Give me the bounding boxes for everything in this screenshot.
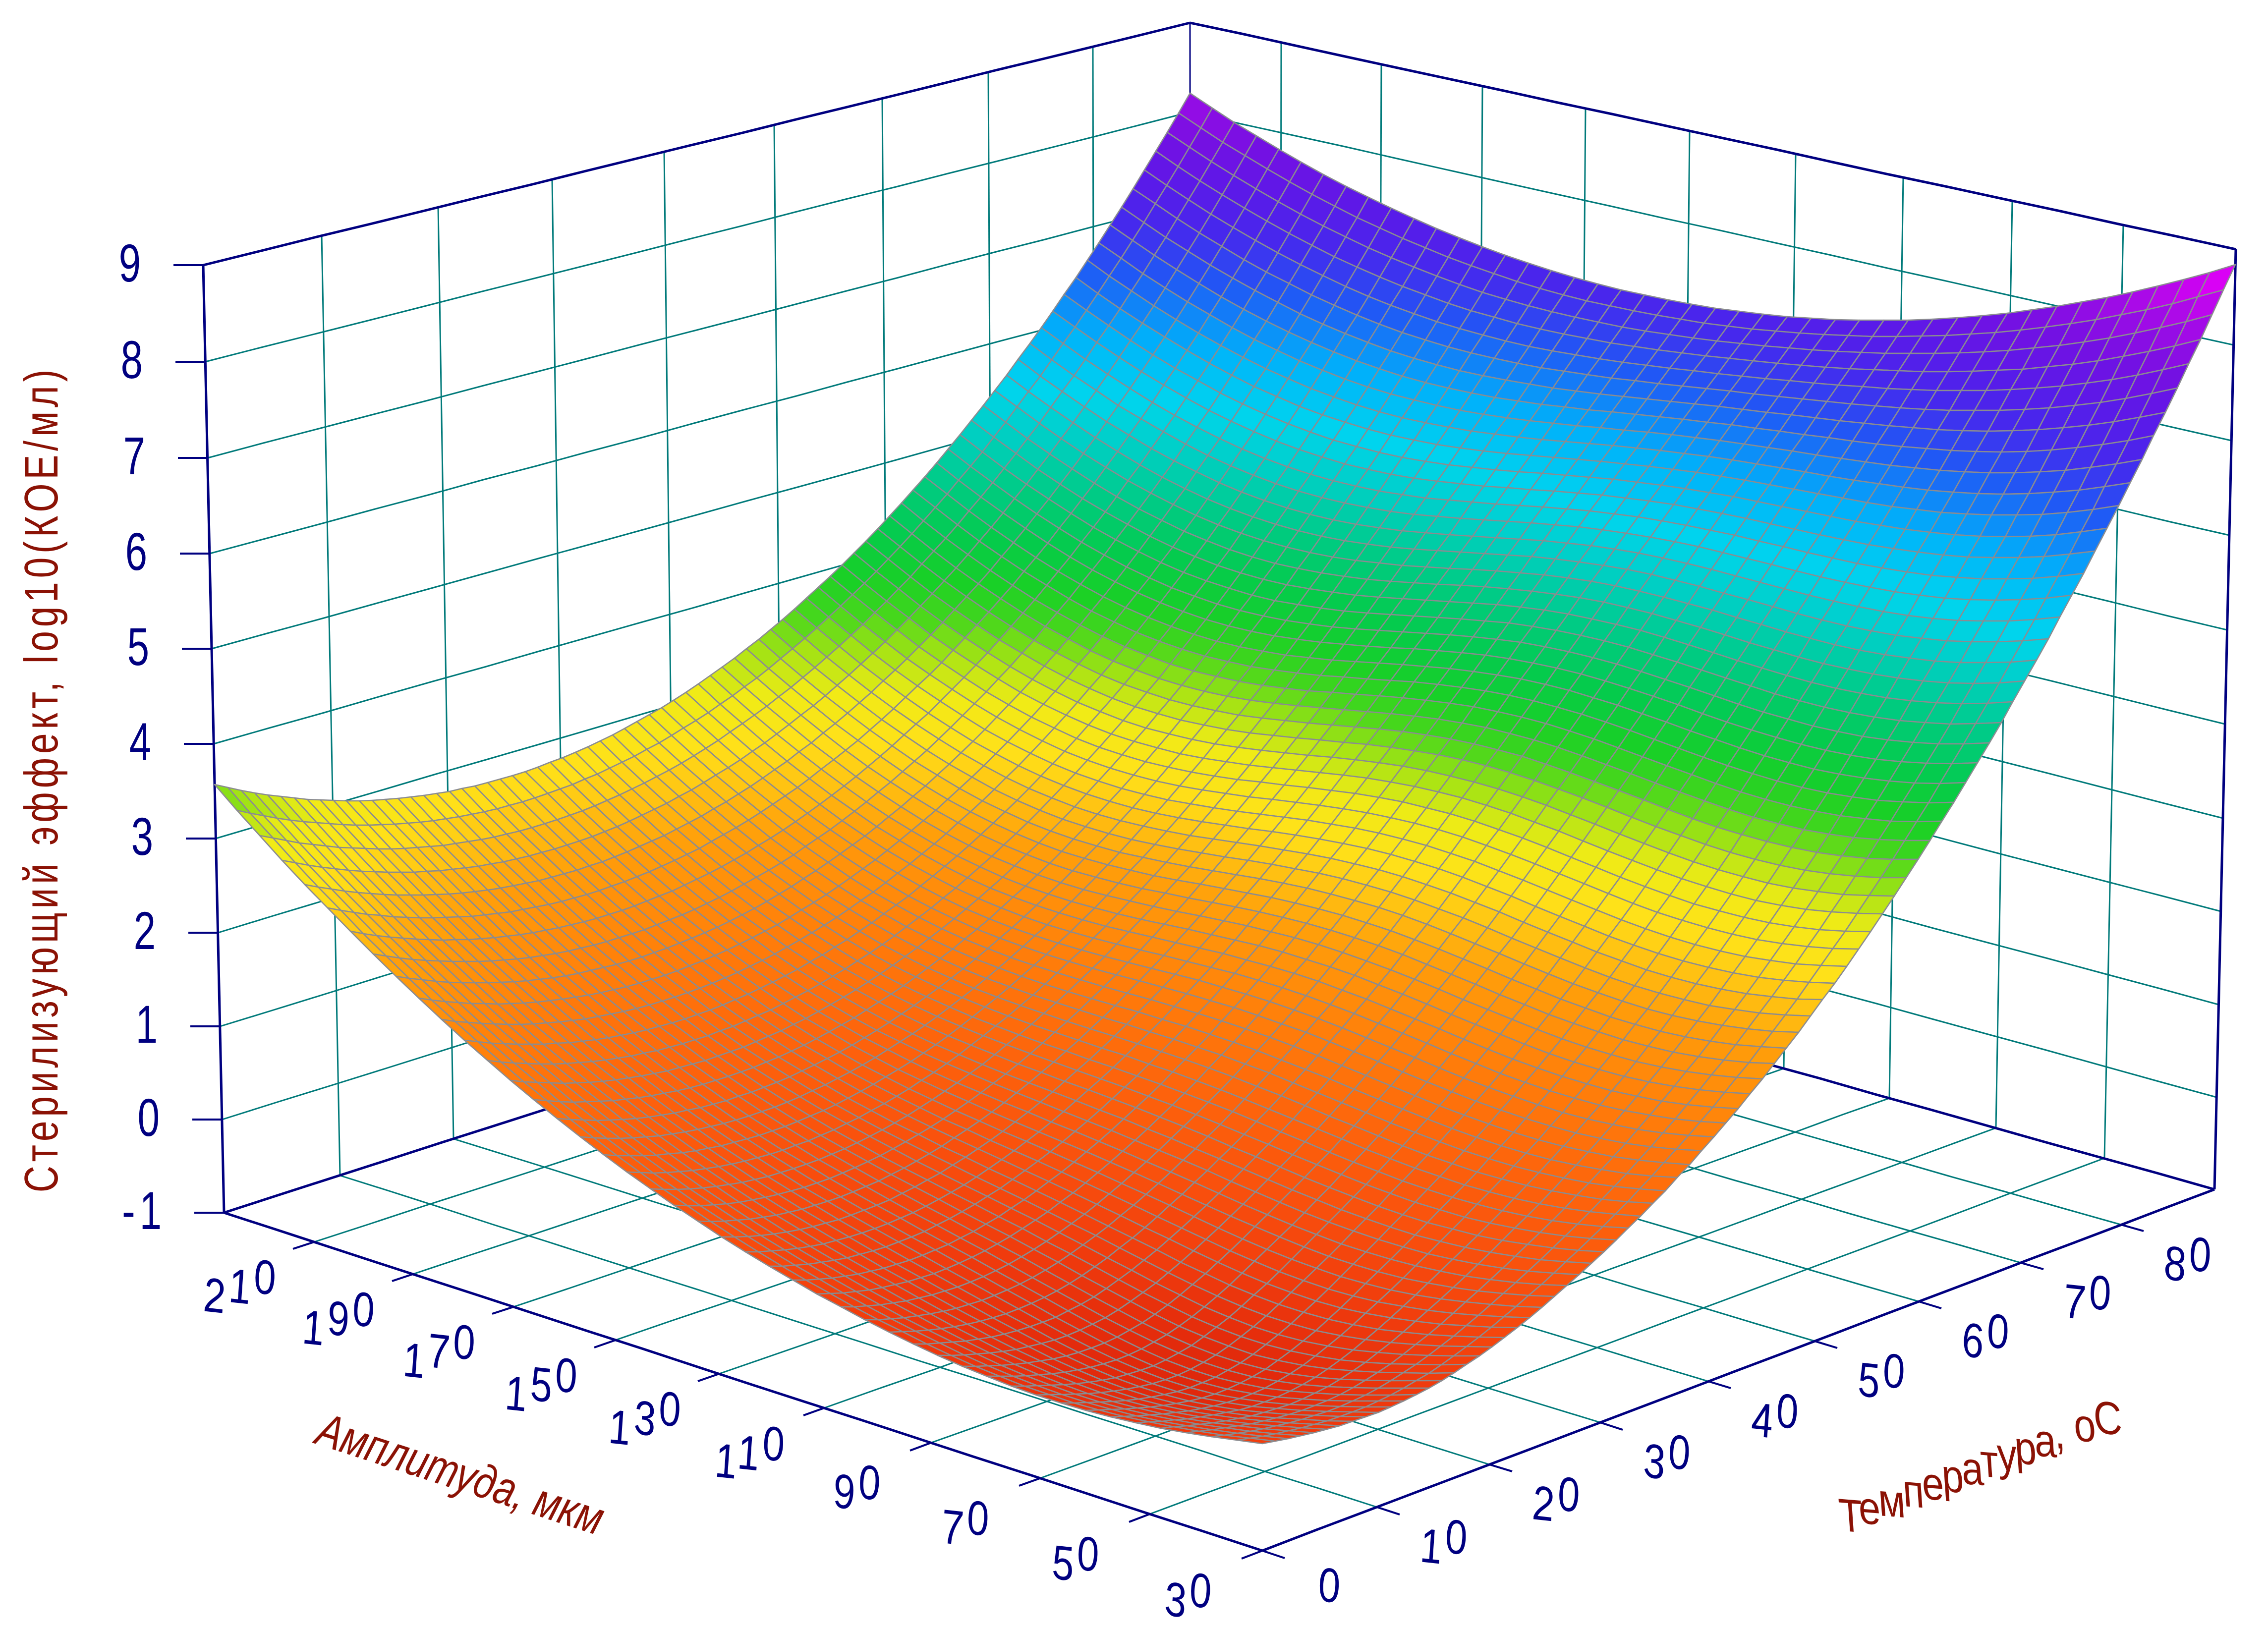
svg-text:4: 4 <box>129 712 156 772</box>
svg-text:Стерилизующий эффект, log10(КО: Стерилизующий эффект, log10(КОЕ/мл) <box>15 366 68 1192</box>
svg-text:9: 9 <box>119 233 145 293</box>
svg-text:6: 6 <box>125 522 152 582</box>
svg-text:3: 3 <box>131 807 158 867</box>
svg-text:1: 1 <box>136 995 162 1055</box>
svg-text:0: 0 <box>138 1088 164 1148</box>
svg-text:5: 5 <box>127 617 154 677</box>
svg-text:-1: -1 <box>122 1181 166 1241</box>
svg-text:7: 7 <box>123 426 150 486</box>
svg-text:8: 8 <box>121 330 147 390</box>
svg-text:2: 2 <box>134 901 160 961</box>
